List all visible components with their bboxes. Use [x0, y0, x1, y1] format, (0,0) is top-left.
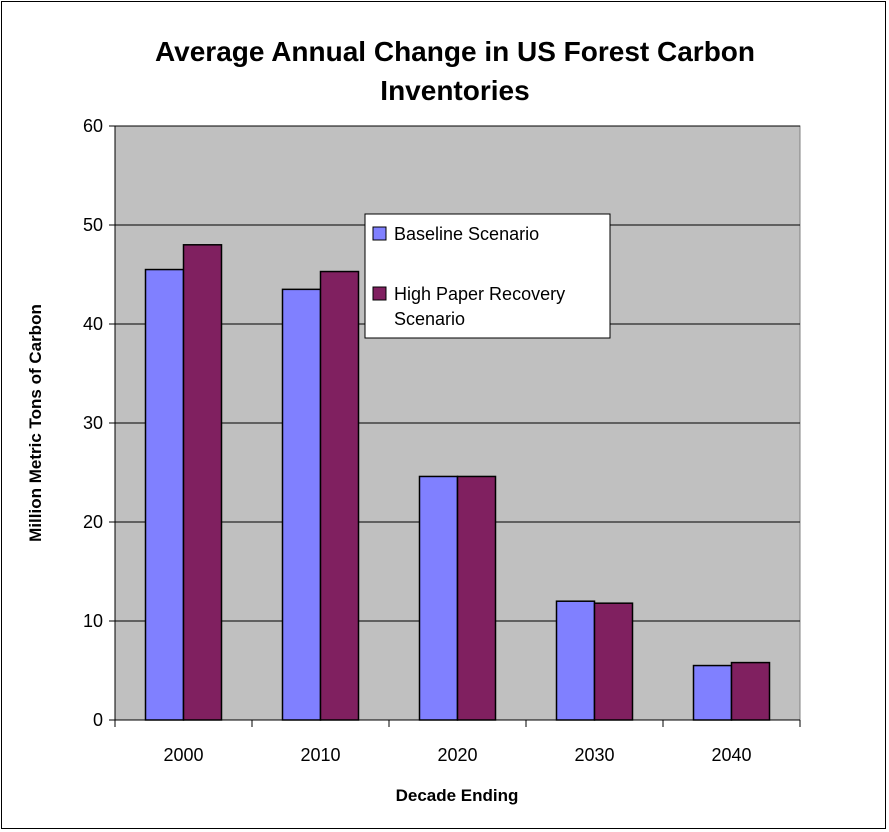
legend-box	[364, 213, 611, 339]
bar-baseline-2020	[418, 475, 459, 721]
bar-high-paper-2010	[319, 270, 360, 721]
y-tick-label: 30	[83, 413, 103, 433]
bars	[144, 244, 771, 721]
y-tick-label: 50	[83, 215, 103, 235]
y-tick-label: 10	[83, 611, 103, 631]
bar-high-paper-2020	[456, 475, 497, 721]
legend-swatch-baseline	[372, 226, 387, 241]
x-axis-label: Decade Ending	[396, 786, 519, 805]
y-tick-label: 60	[83, 116, 103, 136]
x-tick-labels: 2000 2010 2020 2030 2040	[163, 745, 751, 765]
bar-baseline-2000	[144, 268, 185, 721]
bar-high-paper-2040	[730, 661, 771, 721]
bar-baseline-2040	[692, 664, 733, 721]
bar-baseline-2010	[281, 288, 322, 721]
y-tick-labels: 0 10 20 30 40 50 60	[83, 116, 103, 730]
legend: Baseline Scenario High Paper Recovery Sc…	[364, 213, 611, 339]
legend-label-high-paper-line-1: High Paper Recovery	[394, 284, 565, 304]
x-tick-label: 2020	[437, 745, 477, 765]
chart-title-line-1: Average Annual Change in US Forest Carbo…	[155, 36, 755, 67]
x-tick-label: 2010	[300, 745, 340, 765]
bar-high-paper-2030	[593, 602, 634, 721]
y-axis-label: Million Metric Tons of Carbon	[26, 304, 45, 542]
y-tick-label: 0	[93, 710, 103, 730]
legend-label-baseline: Baseline Scenario	[394, 224, 539, 244]
legend-label-high-paper-line-2: Scenario	[394, 309, 465, 329]
axes	[109, 125, 801, 727]
x-tick-label: 2000	[163, 745, 203, 765]
legend-swatch-high-paper	[372, 286, 387, 301]
bar-high-paper-2000	[182, 244, 223, 721]
chart-title-line-2: Inventories	[380, 75, 529, 106]
x-tick-label: 2040	[711, 745, 751, 765]
y-tick-label: 20	[83, 512, 103, 532]
x-tick-label: 2030	[574, 745, 614, 765]
y-tick-label: 40	[83, 314, 103, 334]
bar-baseline-2030	[555, 600, 596, 721]
